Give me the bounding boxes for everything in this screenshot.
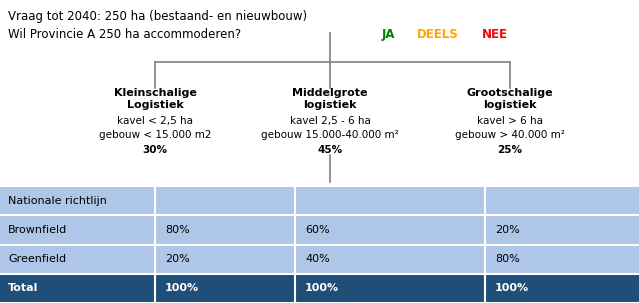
Text: 100%: 100%	[495, 283, 529, 293]
Text: kavel > 6 ha: kavel > 6 ha	[477, 116, 543, 126]
Text: JA: JA	[382, 28, 396, 41]
Text: Kleinschalige
Logistiek: Kleinschalige Logistiek	[114, 88, 196, 110]
Text: 40%: 40%	[305, 254, 330, 264]
Text: Vraag tot 2040: 250 ha (bestaand- en nieuwbouw): Vraag tot 2040: 250 ha (bestaand- en nie…	[8, 10, 307, 23]
Text: 25%: 25%	[498, 145, 523, 155]
Text: 20%: 20%	[495, 225, 520, 235]
Text: DEELS: DEELS	[417, 28, 459, 41]
Text: Brownfield: Brownfield	[8, 225, 67, 235]
Bar	[0, 186, 639, 215]
Text: Wil Provincie A 250 ha accommoderen?: Wil Provincie A 250 ha accommoderen?	[8, 28, 241, 41]
Text: 100%: 100%	[305, 283, 339, 293]
Text: Total: Total	[8, 283, 38, 293]
Text: gebouw < 15.000 m2: gebouw < 15.000 m2	[99, 130, 212, 140]
Text: Nationale richtlijn: Nationale richtlijn	[8, 196, 107, 206]
Text: kavel 2,5 - 6 ha: kavel 2,5 - 6 ha	[289, 116, 371, 126]
Text: 100%: 100%	[165, 283, 199, 293]
Text: gebouw > 40.000 m²: gebouw > 40.000 m²	[455, 130, 565, 140]
Text: 80%: 80%	[165, 225, 190, 235]
Bar	[0, 245, 639, 274]
Text: 80%: 80%	[495, 254, 520, 264]
Text: Grootschalige
logistiek: Grootschalige logistiek	[466, 88, 553, 110]
Text: 30%: 30%	[142, 145, 167, 155]
Bar	[0, 215, 639, 245]
Text: 45%: 45%	[318, 145, 343, 155]
Text: Middelgrote
logistiek: Middelgrote logistiek	[292, 88, 368, 110]
Text: 60%: 60%	[305, 225, 330, 235]
Text: Greenfield: Greenfield	[8, 254, 66, 264]
Text: gebouw 15.000-40.000 m²: gebouw 15.000-40.000 m²	[261, 130, 399, 140]
Text: kavel < 2,5 ha: kavel < 2,5 ha	[117, 116, 193, 126]
Bar	[0, 274, 639, 303]
Text: 20%: 20%	[165, 254, 190, 264]
Text: NEE: NEE	[482, 28, 508, 41]
